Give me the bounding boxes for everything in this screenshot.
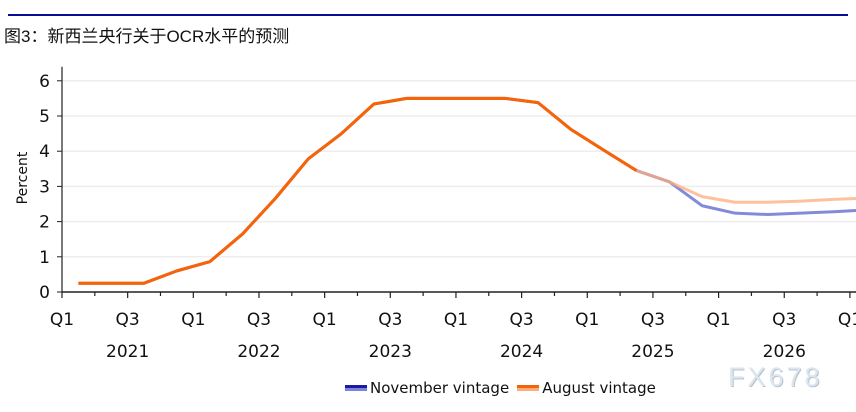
series-forecast-line-1 — [636, 169, 856, 204]
legend-swatch-november — [345, 385, 367, 391]
year-label: 2021 — [106, 342, 149, 362]
legend: November vintage August vintage — [345, 379, 660, 397]
legend-label-august: August vintage — [542, 379, 656, 397]
x-tick-label: Q1 — [838, 310, 856, 330]
series-group — [78, 96, 856, 285]
series-history-line-1 — [78, 96, 638, 285]
y-tick-label: 6 — [39, 72, 50, 92]
x-tick-label: Q3 — [772, 310, 796, 330]
x-tick-label: Q1 — [50, 310, 74, 330]
x-tick-label: Q3 — [641, 310, 665, 330]
y-tick-label: 5 — [39, 107, 50, 127]
y-axis-label: Percent — [15, 151, 31, 204]
x-tick-label: Q3 — [510, 310, 534, 330]
series-forecast-line-0 — [636, 169, 856, 217]
chart-title: 图3：新西兰央行关于OCR水平的预测 — [4, 27, 290, 46]
watermark: FX678 — [728, 362, 823, 392]
year-label: 2025 — [631, 342, 674, 362]
year-label: 2023 — [369, 342, 412, 362]
x-tick-label: Q3 — [247, 310, 271, 330]
x-tick-label: Q3 — [378, 310, 402, 330]
y-tick-label: 1 — [39, 248, 50, 268]
legend-label-november: November vintage — [370, 379, 510, 397]
x-tick-label: Q1 — [575, 310, 599, 330]
x-tick-label: Q1 — [181, 310, 205, 330]
x-tick-label: Q3 — [116, 310, 140, 330]
x-tick-label: Q1 — [313, 310, 337, 330]
year-label: 2024 — [500, 342, 543, 362]
y-tick-label: 4 — [39, 142, 50, 162]
series-history-line-0 — [78, 96, 638, 285]
year-label: 2026 — [763, 342, 806, 362]
legend-swatch-august — [517, 385, 540, 391]
year-label: 2022 — [237, 342, 280, 362]
x-tick-label: Q1 — [706, 310, 730, 330]
legend-item-november: November vintage — [345, 379, 509, 397]
header-rule — [8, 14, 848, 16]
legend-item-august: August vintage — [517, 379, 656, 397]
y-tick-label: 2 — [39, 213, 50, 233]
x-tick-label: Q1 — [444, 310, 468, 330]
y-tick-label: 3 — [39, 177, 50, 197]
y-tick-label: 0 — [39, 283, 50, 303]
